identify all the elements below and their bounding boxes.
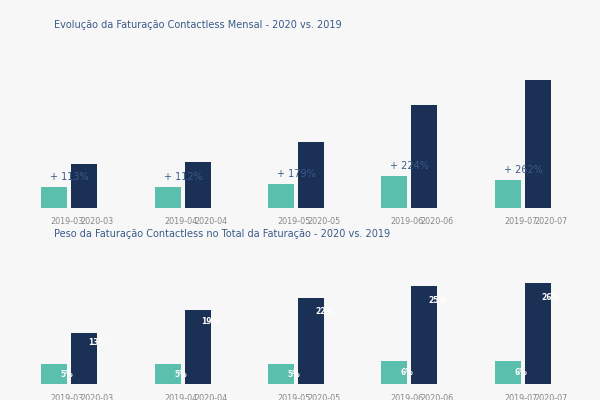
Bar: [71, 333, 97, 384]
Bar: [268, 184, 294, 208]
Text: 2019-03: 2019-03: [50, 394, 84, 400]
Text: 19%: 19%: [202, 317, 220, 326]
Text: 2019-07: 2019-07: [504, 217, 538, 226]
Text: 5%: 5%: [61, 370, 74, 379]
Text: 5%: 5%: [174, 370, 187, 379]
Text: 2019-05: 2019-05: [277, 217, 311, 226]
Bar: [155, 188, 181, 208]
Text: + 113%: + 113%: [50, 172, 89, 182]
Text: 2019-05: 2019-05: [277, 394, 311, 400]
Text: Evolução da Faturação Contactless Mensal - 2020 vs. 2019: Evolução da Faturação Contactless Mensal…: [54, 20, 342, 30]
Text: + 224%: + 224%: [391, 161, 429, 171]
Text: 2020-05: 2020-05: [307, 217, 341, 226]
Bar: [41, 188, 67, 208]
Bar: [412, 105, 437, 208]
Bar: [71, 164, 97, 208]
Bar: [525, 80, 551, 208]
Text: 2020-05: 2020-05: [307, 394, 341, 400]
Text: 5%: 5%: [287, 370, 301, 379]
Text: 2020-03: 2020-03: [80, 394, 114, 400]
Bar: [298, 142, 324, 208]
Text: 2020-06: 2020-06: [421, 394, 454, 400]
Bar: [525, 282, 551, 384]
Text: 2020-07: 2020-07: [534, 217, 568, 226]
Bar: [298, 298, 324, 384]
Text: 2019-04: 2019-04: [164, 217, 197, 226]
Text: 2019-07: 2019-07: [504, 394, 538, 400]
Text: 22%: 22%: [315, 307, 333, 316]
Bar: [41, 364, 67, 384]
Text: 6%: 6%: [401, 368, 414, 377]
Bar: [495, 180, 521, 208]
Text: 2020-04: 2020-04: [194, 217, 227, 226]
Text: + 112%: + 112%: [164, 172, 202, 182]
Text: + 262%: + 262%: [504, 165, 542, 175]
Text: 26%: 26%: [542, 293, 560, 302]
Text: 2020-04: 2020-04: [194, 394, 227, 400]
Text: 13%: 13%: [88, 338, 106, 347]
Text: Peso da Faturação Contactless no Total da Faturação - 2020 vs. 2019: Peso da Faturação Contactless no Total d…: [54, 228, 391, 238]
Text: 2019-06: 2019-06: [391, 394, 424, 400]
Text: 2019-03: 2019-03: [50, 217, 84, 226]
Text: 2020-06: 2020-06: [421, 217, 454, 226]
Text: + 179%: + 179%: [277, 169, 316, 179]
Bar: [382, 176, 407, 208]
Bar: [412, 286, 437, 384]
Text: 2020-03: 2020-03: [80, 217, 114, 226]
Text: 2020-07: 2020-07: [534, 394, 568, 400]
Bar: [382, 360, 407, 384]
Text: 6%: 6%: [514, 368, 527, 377]
Text: 25%: 25%: [428, 296, 446, 305]
Bar: [495, 360, 521, 384]
Bar: [268, 364, 294, 384]
Bar: [185, 162, 211, 208]
Text: 2019-04: 2019-04: [164, 394, 197, 400]
Text: 2019-06: 2019-06: [391, 217, 424, 226]
Bar: [185, 310, 211, 384]
Bar: [155, 364, 181, 384]
